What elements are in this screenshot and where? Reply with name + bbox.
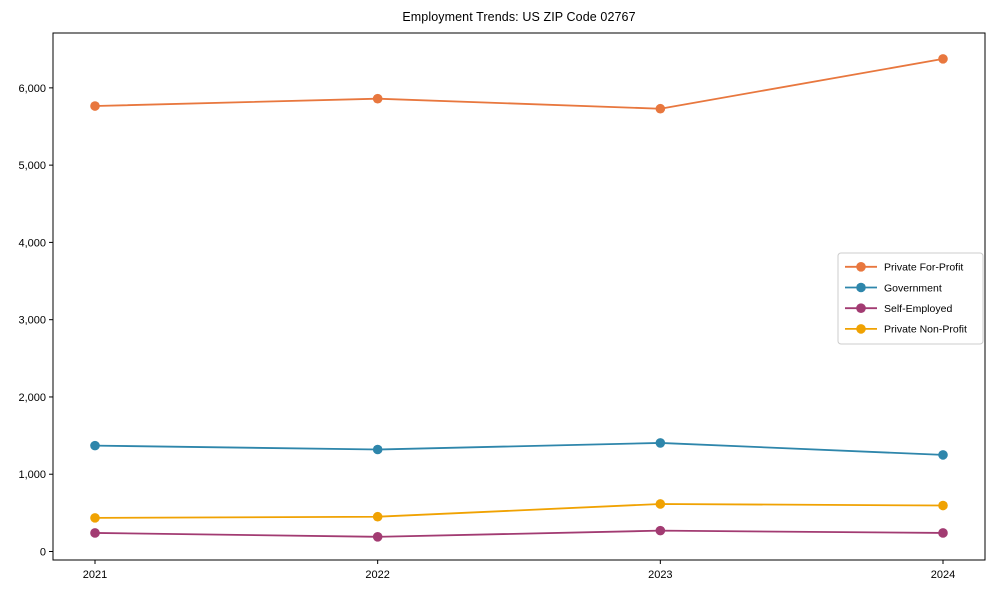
legend-marker	[856, 262, 866, 272]
series-marker-private-non-profit	[938, 500, 948, 511]
series-marker-self-employed	[938, 528, 948, 538]
legend-marker	[856, 324, 866, 334]
y-tick-label: 6,000	[18, 83, 46, 95]
series-line-government	[94, 442, 944, 456]
series-line-private-for-profit	[94, 57, 944, 110]
x-tick-label: 2021	[83, 569, 107, 581]
series-marker-self-employed	[655, 525, 666, 536]
legend-marker	[856, 282, 866, 293]
plot-border	[52, 32, 986, 561]
x-tick-label: 2024	[931, 569, 955, 581]
legend-label: Self-Employed	[884, 303, 952, 315]
series-marker-private-non-profit	[90, 513, 100, 523]
series-marker-private-for-profit	[90, 101, 100, 111]
legend-label: Private For-Profit	[884, 262, 963, 274]
series-marker-government	[90, 440, 100, 451]
series-line-private-non-profit	[94, 503, 944, 519]
series-line-self-employed	[94, 529, 944, 538]
series-marker-government	[655, 438, 666, 448]
legend-box	[837, 252, 984, 345]
series-marker-government	[938, 450, 948, 460]
series-marker-private-non-profit	[372, 511, 383, 522]
legend-label: Government	[884, 282, 942, 294]
series-marker-private-for-profit	[938, 54, 948, 64]
x-tick-label: 2023	[648, 569, 672, 581]
series-marker-government	[372, 444, 383, 455]
y-tick-label: 4,000	[18, 237, 46, 249]
y-tick-label: 1,000	[18, 469, 46, 481]
series-marker-private-for-profit	[655, 103, 666, 114]
chart-title: Employment Trends: US ZIP Code 02767	[402, 10, 636, 24]
y-tick-label: 3,000	[18, 315, 46, 327]
series-marker-private-for-profit	[372, 93, 383, 104]
series-marker-self-employed	[90, 528, 100, 538]
legend-label: Private Non-Profit	[884, 324, 967, 336]
y-tick-label: 2,000	[18, 392, 46, 404]
y-tick-label: 5,000	[18, 160, 46, 172]
legend-marker	[856, 303, 866, 314]
y-tick-label: 0	[40, 547, 46, 559]
x-tick-label: 2022	[365, 569, 389, 581]
series-marker-self-employed	[372, 532, 383, 542]
series-marker-private-non-profit	[655, 499, 666, 509]
